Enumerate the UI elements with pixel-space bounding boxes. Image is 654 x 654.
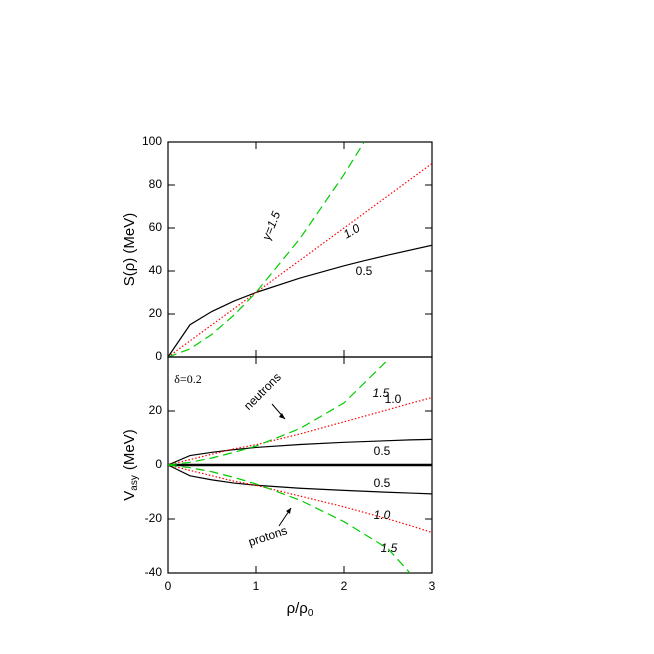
annotation: neutrons — [241, 370, 284, 413]
data-line — [168, 244, 432, 357]
y-tick-label: 60 — [149, 220, 163, 234]
data-line — [168, 464, 432, 534]
plot-frame — [167, 141, 433, 358]
x-tick-label: 2 — [341, 579, 348, 593]
y-tick-label: 100 — [142, 134, 162, 148]
y-axis-label: S(ρ) (MeV) — [121, 213, 138, 287]
data-line — [168, 464, 432, 495]
data-line — [168, 396, 432, 466]
x-axis-label: ρ/ρ0 — [287, 600, 314, 619]
annotation: 0.5 — [356, 264, 373, 278]
annotation: 1.0 — [385, 392, 402, 406]
y-tick-label: 20 — [149, 403, 163, 417]
y-tick-label: -40 — [145, 565, 163, 579]
data-line — [168, 142, 365, 357]
y-tick-label: 0 — [155, 457, 162, 471]
y-tick-label: 80 — [149, 177, 163, 191]
annotation: 0.5 — [374, 476, 391, 490]
annotation: δ=0.2 — [174, 372, 201, 386]
x-tick-label: 3 — [429, 579, 436, 593]
y-tick-label: 0 — [155, 349, 162, 363]
x-tick-label: 0 — [165, 579, 172, 593]
annotation: 1.5 — [381, 541, 398, 555]
y-axis-label: Vasy (MeV) — [121, 429, 140, 500]
series-group — [168, 359, 432, 573]
annotation: 1.5 — [373, 386, 390, 400]
annotation: 1.0 — [341, 221, 363, 242]
annotation: 1.0 — [374, 508, 391, 522]
y-axis-label-main: V — [121, 491, 138, 501]
arrowhead — [286, 508, 291, 514]
data-line — [168, 464, 411, 573]
arrowhead — [279, 413, 285, 419]
data-line — [168, 163, 432, 357]
x-axis-label-main: ρ/ρ — [287, 600, 308, 617]
x-axis-label-sub: 0 — [308, 608, 314, 619]
y-axis-label-sub: asy — [129, 475, 140, 491]
annotation: protons — [247, 523, 289, 549]
annotation: 0.5 — [374, 444, 391, 458]
data-line — [168, 438, 432, 466]
y-tick-label: -20 — [145, 511, 163, 525]
y-axis-label-unit: (MeV) — [121, 429, 138, 470]
series-group — [168, 142, 432, 357]
x-tick-label: 1 — [253, 579, 260, 593]
annotation: γ=1.5 — [259, 209, 283, 242]
data-line — [168, 359, 389, 466]
y-tick-label: 20 — [149, 306, 163, 320]
y-tick-label: 40 — [149, 263, 163, 277]
